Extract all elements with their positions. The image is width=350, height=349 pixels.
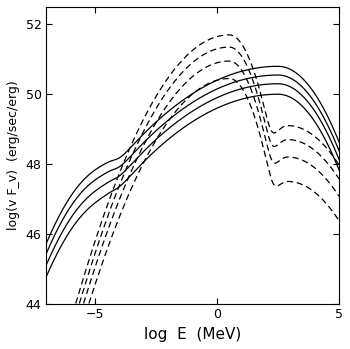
X-axis label: log  E  (MeV): log E (MeV) [144, 327, 241, 342]
Y-axis label: log(v F_v)  (erg/sec/erg): log(v F_v) (erg/sec/erg) [7, 80, 20, 230]
